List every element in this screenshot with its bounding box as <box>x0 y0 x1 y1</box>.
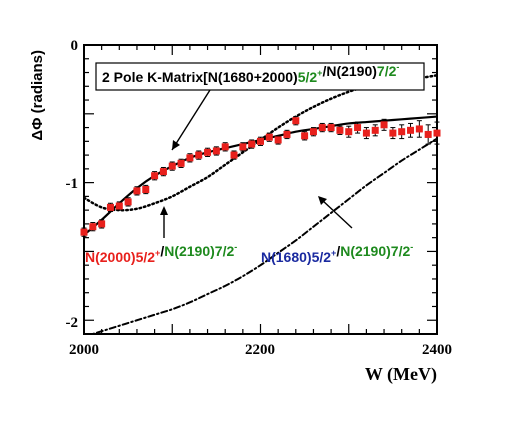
data-point <box>433 129 441 137</box>
data-point <box>212 147 220 155</box>
data-point <box>239 143 247 151</box>
data-point <box>142 186 150 193</box>
right-curve-label: N(1680)5/2+/N(2190)7/2- <box>261 242 413 265</box>
data-point <box>415 125 423 133</box>
model-curves <box>84 74 437 334</box>
dash-dot-curve <box>89 137 437 334</box>
solid-fit-curve <box>84 115 437 236</box>
data-point <box>292 117 300 125</box>
x-tick-label-2400: 2400 <box>422 342 452 358</box>
superscript: - <box>234 242 237 252</box>
legend-box <box>95 62 425 91</box>
data-point <box>336 126 344 134</box>
arrow-line <box>321 199 353 229</box>
data-point <box>265 133 273 141</box>
label-part: / <box>160 243 164 259</box>
y-tick-label-minus2: -2 <box>66 315 79 331</box>
arrowhead <box>318 196 327 205</box>
y-tick-label-0: 0 <box>71 38 79 54</box>
data-point <box>168 162 176 170</box>
arrowhead <box>160 206 168 215</box>
x-tick-label-2200: 2200 <box>245 342 275 358</box>
data-point <box>124 198 132 206</box>
data-point <box>186 154 194 162</box>
annotations: 2 Pole K-Matrix[N(1680+2000)5/2+/N(2190)… <box>85 62 425 265</box>
y-axis-title: ΔΦ (radians) <box>29 50 46 141</box>
label-part: 7/2 <box>377 63 397 79</box>
data-point <box>89 223 97 231</box>
data-point <box>309 128 317 136</box>
label-part: N(2190)7/2 <box>164 243 234 259</box>
label-part: / <box>336 243 340 259</box>
data-point <box>98 220 106 228</box>
data-point <box>327 124 335 132</box>
left-curve-label: N(2000)5/2+/N(2190)7/2- <box>85 242 237 265</box>
data-point <box>195 151 203 159</box>
data-point <box>424 130 432 138</box>
data-point <box>133 187 141 195</box>
data-point <box>380 121 388 129</box>
data-point <box>106 203 114 211</box>
label-part: N(2000)5/2 <box>85 249 155 265</box>
data-point <box>283 130 291 138</box>
data-point <box>274 136 282 144</box>
data-point <box>248 140 256 148</box>
data-point <box>151 172 159 180</box>
x-tick-label-2000: 2000 <box>69 342 99 358</box>
axis-ticks <box>83 44 438 335</box>
superscript: - <box>396 62 399 72</box>
label-part: 5/2 <box>298 69 318 85</box>
data-point <box>230 151 238 159</box>
data-point <box>80 228 88 236</box>
data-point <box>301 132 309 140</box>
label-part: N(2190)7/2 <box>340 243 410 259</box>
data-points <box>80 116 441 237</box>
data-point <box>354 124 362 132</box>
x-axis-title: W (MeV) <box>365 364 437 385</box>
superscript: + <box>155 248 160 258</box>
superscript: - <box>410 242 413 252</box>
data-point <box>115 202 123 210</box>
data-point <box>362 129 370 137</box>
data-point <box>159 168 167 176</box>
superscript: + <box>331 248 336 258</box>
data-point <box>345 128 353 136</box>
data-point <box>371 126 379 134</box>
y-tick-label-minus1: -1 <box>66 176 79 192</box>
superscript: + <box>317 68 322 78</box>
data-point <box>177 159 185 167</box>
data-point <box>398 128 406 136</box>
arrow-line <box>171 89 211 151</box>
legend-box-label: 2 Pole K-Matrix[N(1680+2000)5/2+/N(2190)… <box>102 62 399 85</box>
label-part: N(1680)5/2 <box>261 249 331 265</box>
label-part: /N(2190) <box>322 63 376 79</box>
data-point <box>257 137 264 145</box>
label-part: 2 Pole K-Matrix[N(1680+2000) <box>102 69 298 85</box>
arrowhead <box>172 140 180 150</box>
data-point <box>318 124 326 132</box>
data-point <box>407 126 415 134</box>
data-point <box>204 148 212 156</box>
data-point <box>221 143 229 151</box>
data-point <box>389 129 397 137</box>
